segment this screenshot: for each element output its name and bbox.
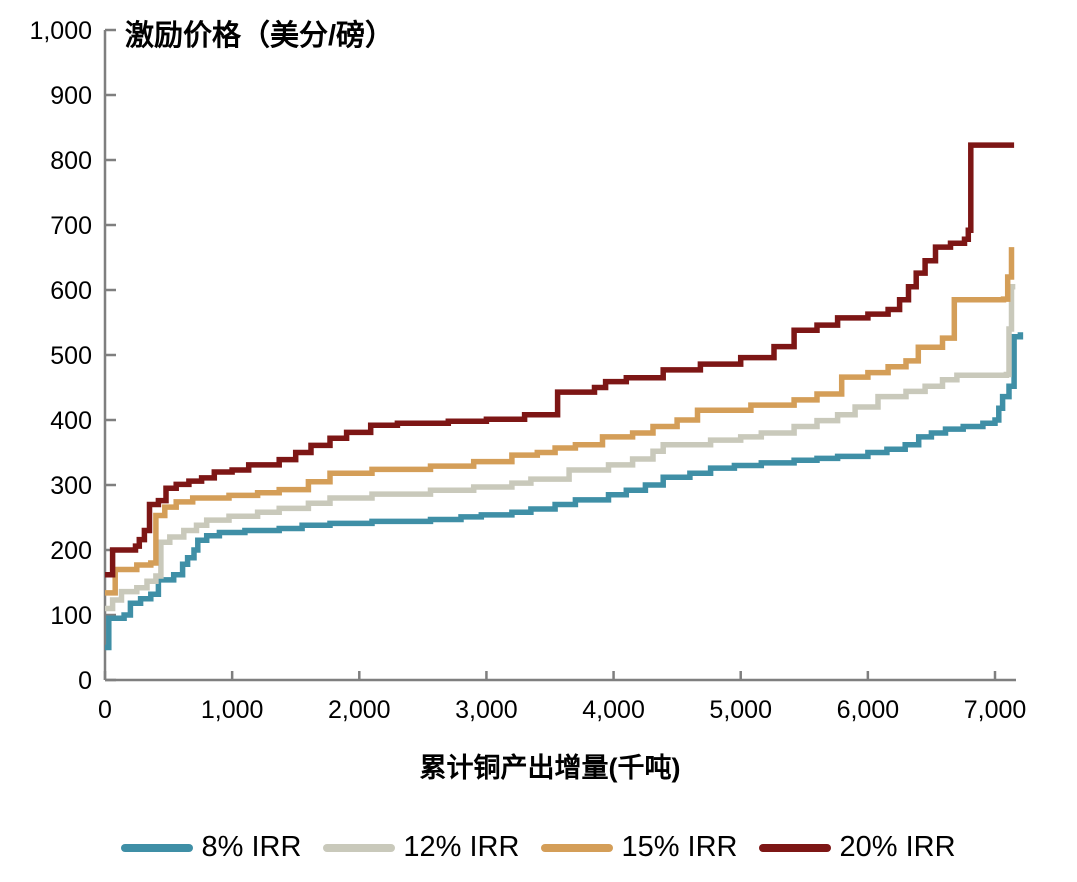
x-axis-tick-label: 1,000 xyxy=(201,696,264,724)
series-line-12-irr xyxy=(105,284,1016,612)
x-axis-tick-label: 5,000 xyxy=(709,696,772,724)
legend-item-8-irr: 8% IRR xyxy=(121,831,301,864)
y-axis-tick-label: 0 xyxy=(78,667,92,695)
y-axis-tick-label: 800 xyxy=(50,147,92,175)
chart-title: 激励价格（美分/磅） xyxy=(125,18,394,52)
y-axis-tick-label: 900 xyxy=(50,82,92,110)
x-axis-title: 累计铜产出增量(千吨) xyxy=(419,753,681,783)
legend-item-20-irr: 20% IRR xyxy=(759,831,956,864)
y-axis-tick-label: 600 xyxy=(50,277,92,305)
y-axis-tick-label: 200 xyxy=(50,537,92,565)
legend-item-12-irr: 12% IRR xyxy=(323,831,519,864)
legend-swatch-12-irr-line-icon xyxy=(323,843,396,852)
series-line-8-irr xyxy=(105,332,1024,651)
legend: 8% IRR 12% IRR 15% IRR 20% IRR xyxy=(0,831,1077,864)
x-axis-tick-label: 4,000 xyxy=(582,696,645,724)
series-line-20-irr xyxy=(105,142,1015,578)
x-axis-tick-label: 0 xyxy=(98,696,112,724)
y-axis-tick-label: 300 xyxy=(50,472,92,500)
legend-swatch-8-irr-line-icon xyxy=(121,843,194,852)
axes: 0 100 200 300 400 500 600 700 800 900 1,000 0 1,000 2… xyxy=(29,17,1026,724)
y-axis-tick-label: 500 xyxy=(50,342,92,370)
y-axis-tick-label: 100 xyxy=(50,602,92,630)
legend-item-15-irr: 15% IRR xyxy=(541,831,737,864)
y-axis-tick-label: 1,000 xyxy=(29,17,92,45)
x-axis-tick-label: 2,000 xyxy=(328,696,391,724)
x-axis-tick-label: 3,000 xyxy=(455,696,518,724)
y-axis-tick-label: 700 xyxy=(50,212,92,240)
chart-plot-area: 0 100 200 300 400 500 600 700 800 900 1,000 0 1,000 2… xyxy=(29,17,1026,724)
x-axis-tick-label: 6,000 xyxy=(837,696,900,724)
y-axis-tick-label: 400 xyxy=(50,407,92,435)
x-axis-tick-label: 7,000 xyxy=(964,696,1027,724)
legend-label-15-irr: 15% IRR xyxy=(621,831,738,863)
legend-label-8-irr: 8% IRR xyxy=(201,831,302,863)
legend-label-12-irr: 12% IRR xyxy=(403,831,520,863)
legend-label-20-irr: 20% IRR xyxy=(839,831,956,863)
series-line-15-irr xyxy=(105,247,1015,596)
legend-swatch-15-irr-line-icon xyxy=(541,843,614,852)
legend-swatch-20-irr-line-icon xyxy=(759,843,832,852)
series-lines xyxy=(105,142,1024,651)
